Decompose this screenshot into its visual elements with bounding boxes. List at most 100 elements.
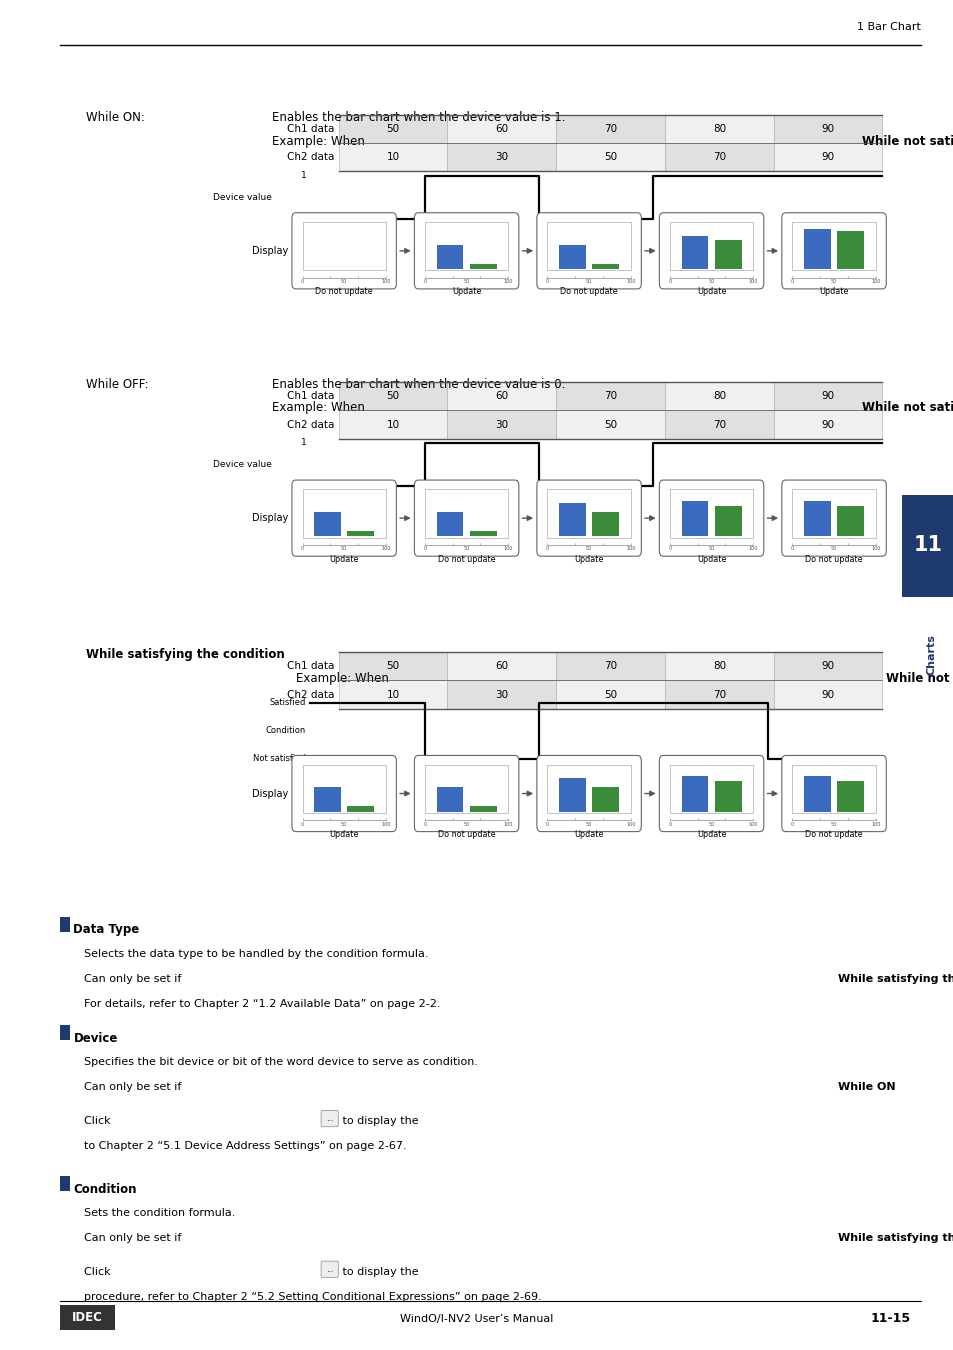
Bar — [302, 765, 385, 813]
Text: 100: 100 — [748, 279, 757, 285]
Bar — [314, 512, 340, 536]
Text: 60: 60 — [495, 124, 508, 134]
Text: Do not update: Do not update — [315, 288, 373, 296]
Text: Display: Display — [252, 246, 288, 256]
Text: 100: 100 — [870, 279, 880, 285]
Text: Specifies the bit device or bit of the word device to serve as condition.: Specifies the bit device or bit of the w… — [84, 1057, 477, 1068]
Bar — [714, 240, 740, 269]
Text: 50: 50 — [386, 662, 399, 671]
Bar — [547, 223, 630, 270]
Text: 100: 100 — [380, 279, 390, 285]
Bar — [837, 782, 863, 811]
Text: 90: 90 — [821, 690, 834, 699]
Text: Update: Update — [452, 288, 481, 296]
Text: 100: 100 — [625, 547, 635, 552]
Text: While ON: While ON — [837, 1083, 895, 1092]
Text: Ch1 data: Ch1 data — [286, 392, 334, 401]
Bar — [680, 236, 707, 269]
Text: 50: 50 — [386, 124, 399, 134]
Text: 50: 50 — [603, 153, 617, 162]
Bar — [60, 1305, 115, 1330]
Bar — [664, 115, 773, 143]
Text: 80: 80 — [712, 392, 725, 401]
Text: 50: 50 — [463, 822, 469, 828]
Text: 70: 70 — [603, 124, 617, 134]
Text: 0: 0 — [790, 279, 793, 285]
Bar — [556, 115, 664, 143]
Bar — [558, 244, 585, 269]
Text: Selects the data type to be handled by the condition formula.: Selects the data type to be handled by t… — [84, 949, 428, 958]
FancyBboxPatch shape — [659, 481, 763, 556]
Text: 50: 50 — [603, 420, 617, 429]
Bar — [436, 787, 463, 811]
Text: 0: 0 — [545, 279, 549, 285]
Text: Charts: Charts — [925, 634, 935, 675]
Bar — [792, 490, 875, 537]
Bar — [669, 490, 753, 537]
Bar — [773, 652, 882, 680]
Text: Display: Display — [252, 788, 288, 799]
Text: 100: 100 — [380, 822, 390, 828]
Text: 70: 70 — [603, 662, 617, 671]
Text: Do not update: Do not update — [437, 830, 495, 838]
FancyBboxPatch shape — [781, 213, 885, 289]
Text: 80: 80 — [712, 124, 725, 134]
Text: 0: 0 — [545, 822, 549, 828]
Text: to Chapter 2 “5.1 Device Address Settings” on page 2-67.: to Chapter 2 “5.1 Device Address Setting… — [84, 1141, 406, 1152]
Bar — [60, 1026, 70, 1041]
Text: 0: 0 — [545, 547, 549, 552]
FancyBboxPatch shape — [321, 1261, 338, 1277]
Text: 100: 100 — [625, 822, 635, 828]
Text: 1 Bar Chart: 1 Bar Chart — [856, 23, 920, 32]
Text: 11: 11 — [913, 536, 942, 555]
Text: Update: Update — [574, 555, 603, 563]
FancyBboxPatch shape — [414, 756, 518, 832]
Text: 60: 60 — [495, 662, 508, 671]
Text: 0: 0 — [790, 822, 793, 828]
Bar — [338, 115, 447, 143]
FancyBboxPatch shape — [537, 756, 640, 832]
Text: Can only be set if: Can only be set if — [84, 1233, 185, 1243]
Text: 100: 100 — [870, 822, 880, 828]
Text: Ch2 data: Ch2 data — [286, 690, 334, 699]
Bar — [556, 143, 664, 171]
Text: 70: 70 — [712, 690, 725, 699]
Bar — [547, 490, 630, 537]
Text: 50: 50 — [463, 279, 469, 285]
Text: 30: 30 — [495, 420, 508, 429]
Bar — [470, 531, 497, 536]
Bar — [347, 806, 374, 811]
Text: Do not update: Do not update — [804, 555, 862, 563]
Text: Can only be set if: Can only be set if — [84, 1083, 185, 1092]
Text: 0: 0 — [668, 547, 671, 552]
Text: Device value: Device value — [213, 460, 272, 468]
Text: WindO/I-NV2 User’s Manual: WindO/I-NV2 User’s Manual — [400, 1314, 553, 1324]
Text: Not satisfied: Not satisfied — [253, 755, 306, 763]
Text: Can only be set if: Can only be set if — [84, 973, 185, 984]
Text: 50: 50 — [340, 279, 347, 285]
Text: 0: 0 — [300, 482, 306, 490]
Bar — [669, 765, 753, 813]
Bar — [302, 490, 385, 537]
FancyBboxPatch shape — [292, 213, 395, 289]
Text: 100: 100 — [503, 279, 513, 285]
Bar — [302, 223, 385, 270]
Text: Data Type: Data Type — [73, 923, 139, 937]
Bar — [792, 223, 875, 270]
Text: While satisfying the condition: While satisfying the condition — [86, 648, 284, 662]
Text: Do not update: Do not update — [559, 288, 618, 296]
Bar — [436, 512, 463, 536]
Text: 0: 0 — [668, 822, 671, 828]
Text: 100: 100 — [625, 279, 635, 285]
Text: 1: 1 — [300, 439, 306, 447]
Text: 50: 50 — [386, 392, 399, 401]
Text: 0: 0 — [300, 822, 304, 828]
Text: While satisfying the condition: While satisfying the condition — [837, 1233, 953, 1243]
Text: 70: 70 — [603, 392, 617, 401]
Bar — [669, 223, 753, 270]
Bar — [424, 765, 508, 813]
Bar — [714, 506, 740, 536]
Text: Do not update: Do not update — [437, 555, 495, 563]
Bar — [470, 263, 497, 269]
Text: 60: 60 — [495, 392, 508, 401]
